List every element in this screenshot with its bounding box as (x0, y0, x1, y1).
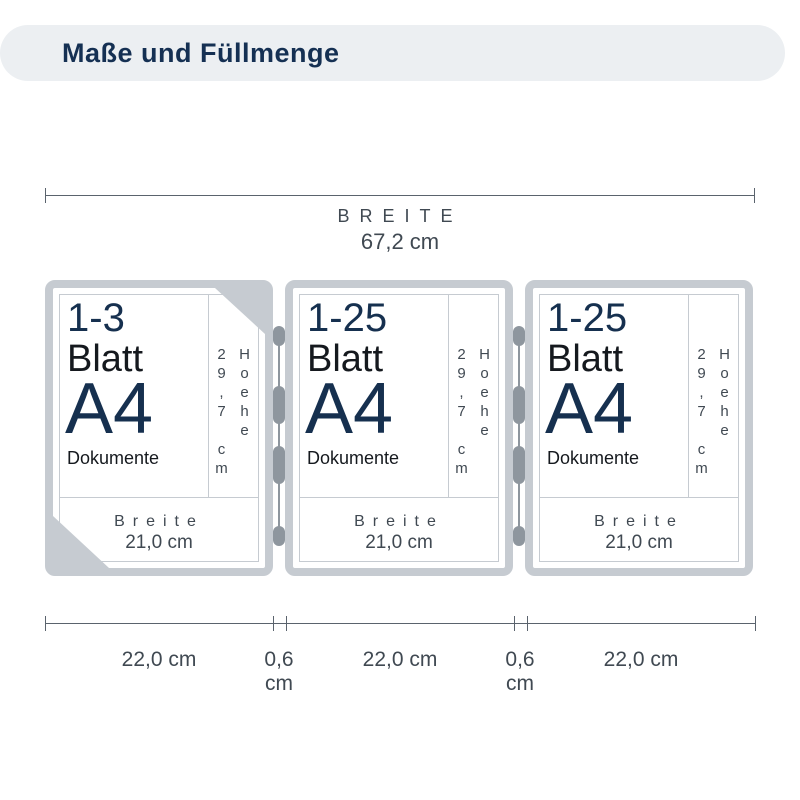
inner-height-label: Hoehe (236, 346, 253, 479)
measure-line (527, 623, 755, 624)
measure-tick (755, 616, 756, 631)
inner-width-value: 21,0 cm (533, 532, 745, 554)
segment-width-value: 22,0 cm (286, 648, 514, 672)
panels-row: 1-3 Blatt A4 Dokumente 29,7 cm Hoehe Bre… (45, 280, 753, 576)
inner-height: 29,7 cm Hoehe (213, 346, 253, 479)
binder-spine (273, 328, 285, 544)
inner-width-label: Breite (293, 513, 505, 531)
segment-gap-value: 0,6 cm (273, 648, 286, 672)
inner-height-value: 29,7 cm (693, 346, 710, 479)
panel-2: 1-25 Blatt A4 Dokumente 29,7 cm Hoehe Br… (285, 280, 513, 576)
inner-height-label: Hoehe (476, 346, 493, 479)
dokumente-label: Dokumente (547, 448, 639, 469)
segment-width-value: 22,0 cm (527, 648, 755, 672)
format-label: A4 (545, 373, 633, 445)
header-pill: Maße und Füllmenge (0, 25, 785, 81)
bottom-segment-labels: 22,0 cm 0,6 cm 22,0 cm 0,6 cm 22,0 cm (45, 648, 755, 672)
measure-line (45, 623, 273, 624)
format-label: A4 (305, 373, 393, 445)
inner-width: Breite 21,0 cm (533, 513, 745, 554)
overall-width-measure: BREITE 67,2 cm (45, 195, 755, 255)
inner-height: 29,7 cm Hoehe (453, 346, 493, 479)
panel-inner-vline (448, 294, 449, 498)
inner-width-label: Breite (533, 513, 745, 531)
panel-inner-hline (59, 497, 259, 498)
measure-line (286, 623, 514, 624)
panel-inner-hline (299, 497, 499, 498)
format-label: A4 (65, 373, 153, 445)
inner-height-label: Hoehe (716, 346, 733, 479)
inner-width-value: 21,0 cm (53, 532, 265, 554)
sheet-range: 1-25 (547, 296, 627, 341)
bottom-segment-measure (45, 616, 755, 631)
overall-width-value: 67,2 cm (45, 229, 755, 255)
panel-inner-vline (208, 294, 209, 498)
sheet-range: 1-25 (307, 296, 387, 341)
inner-height-value: 29,7 cm (213, 346, 230, 479)
panel-1: 1-3 Blatt A4 Dokumente 29,7 cm Hoehe Bre… (45, 280, 273, 576)
sheet-range: 1-3 (67, 296, 125, 341)
measure-line (514, 623, 527, 624)
binder-spine (513, 328, 525, 544)
dokumente-label: Dokumente (307, 448, 399, 469)
panel-3: 1-25 Blatt A4 Dokumente 29,7 cm Hoehe Br… (525, 280, 753, 576)
inner-width: Breite 21,0 cm (53, 513, 265, 554)
inner-height: 29,7 cm Hoehe (693, 346, 733, 479)
panel-inner-vline (688, 294, 689, 498)
inner-height-value: 29,7 cm (453, 346, 470, 479)
dokumente-label: Dokumente (67, 448, 159, 469)
segment-width-value: 22,0 cm (45, 648, 273, 672)
inner-width: Breite 21,0 cm (293, 513, 505, 554)
overall-width-label: BREITE (45, 206, 755, 227)
page-title: Maße und Füllmenge (62, 38, 340, 69)
measure-line (273, 623, 286, 624)
inner-width-label: Breite (53, 513, 265, 531)
segment-gap-value: 0,6 cm (514, 648, 527, 672)
overall-width-line (45, 195, 755, 196)
panel-inner-hline (539, 497, 739, 498)
inner-width-value: 21,0 cm (293, 532, 505, 554)
